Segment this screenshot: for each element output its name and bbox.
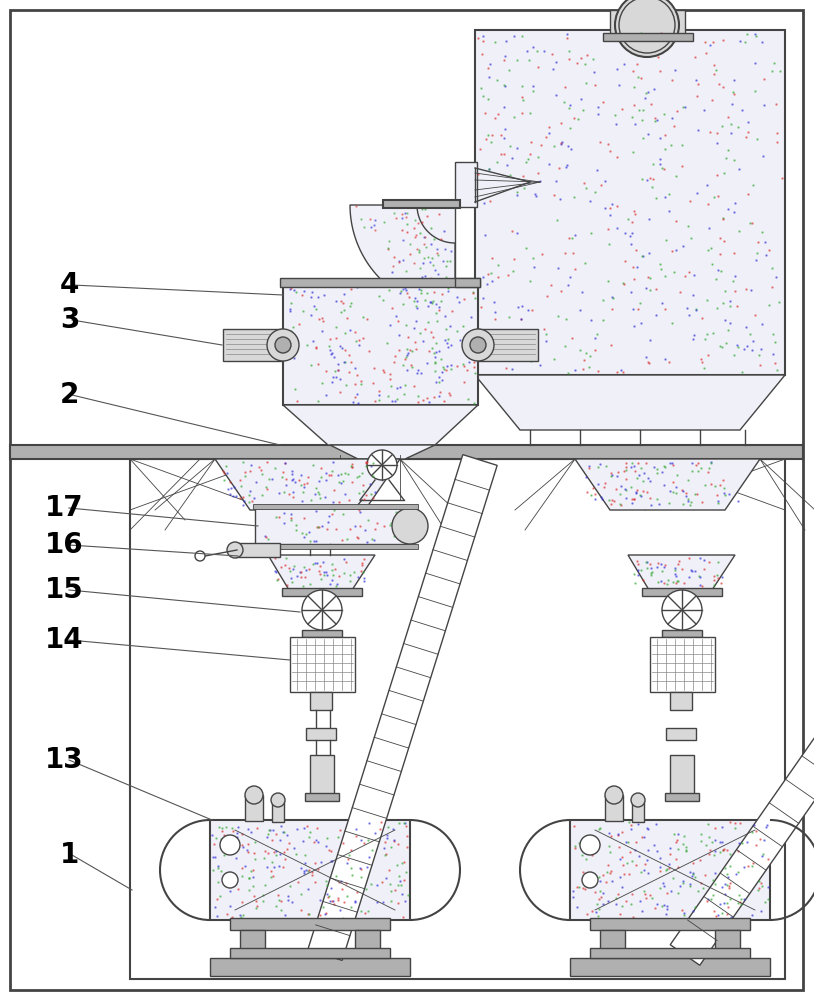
Bar [455, 162, 477, 207]
Bar [632, 800, 644, 822]
Circle shape [615, 0, 679, 57]
Polygon shape [283, 405, 478, 445]
Bar [130, 459, 785, 979]
Bar [600, 930, 625, 950]
Polygon shape [628, 555, 735, 590]
Bar [475, 30, 785, 375]
Bar [642, 588, 722, 596]
Text: 1: 1 [60, 841, 79, 869]
Bar [10, 445, 803, 459]
Bar [670, 755, 694, 795]
Text: 3: 3 [60, 306, 80, 334]
Bar [603, 33, 693, 41]
Text: 13: 13 [45, 746, 84, 774]
Circle shape [267, 329, 299, 361]
Polygon shape [308, 455, 497, 960]
Bar [245, 795, 263, 821]
Bar [650, 637, 715, 692]
Bar [302, 630, 342, 637]
Bar [570, 958, 770, 976]
Circle shape [222, 872, 238, 888]
Bar [666, 728, 696, 740]
Bar [305, 793, 339, 801]
Polygon shape [268, 555, 375, 590]
Circle shape [392, 508, 428, 544]
Text: 17: 17 [45, 494, 84, 522]
Circle shape [275, 337, 291, 353]
Bar [570, 820, 770, 920]
Bar [210, 958, 410, 976]
Bar [282, 588, 362, 596]
Bar [383, 200, 460, 208]
Circle shape [470, 337, 486, 353]
Circle shape [195, 551, 205, 561]
Bar [310, 692, 332, 710]
Circle shape [619, 0, 675, 53]
Bar [272, 800, 284, 822]
Text: 2: 2 [60, 381, 80, 409]
Bar [255, 508, 410, 544]
Circle shape [367, 450, 397, 480]
Circle shape [605, 786, 623, 804]
Text: 14: 14 [45, 626, 84, 654]
Bar [590, 918, 750, 930]
Bar [670, 692, 692, 710]
Bar [590, 948, 750, 958]
Text: 16: 16 [45, 531, 84, 559]
Circle shape [302, 590, 342, 630]
Bar [240, 930, 265, 950]
Bar [355, 930, 380, 950]
Bar [280, 278, 480, 287]
Bar [230, 948, 390, 958]
Bar [662, 630, 702, 637]
Bar [210, 820, 410, 920]
Text: 4: 4 [60, 271, 80, 299]
Bar [665, 793, 699, 801]
Circle shape [662, 590, 702, 630]
Polygon shape [350, 205, 455, 310]
Circle shape [227, 542, 243, 558]
Bar [253, 544, 418, 549]
Circle shape [338, 511, 362, 535]
Polygon shape [575, 459, 760, 510]
Bar [455, 278, 480, 287]
Bar [310, 755, 334, 795]
Polygon shape [670, 450, 814, 965]
Bar [388, 205, 455, 410]
Circle shape [271, 793, 285, 807]
Bar [223, 329, 283, 361]
Polygon shape [330, 445, 435, 459]
Circle shape [580, 835, 600, 855]
Bar [283, 285, 478, 405]
Bar [478, 329, 538, 361]
Bar [715, 930, 740, 950]
Bar [253, 504, 418, 509]
Text: 15: 15 [45, 576, 84, 604]
Circle shape [631, 793, 645, 807]
Bar [230, 918, 390, 930]
Polygon shape [475, 375, 785, 430]
Polygon shape [215, 459, 400, 510]
Bar [605, 795, 623, 821]
Bar [306, 728, 336, 740]
Bar [290, 637, 355, 692]
Circle shape [220, 835, 240, 855]
Circle shape [462, 329, 494, 361]
Circle shape [582, 872, 598, 888]
Circle shape [245, 786, 263, 804]
Bar [610, 10, 685, 35]
Bar [235, 543, 280, 557]
